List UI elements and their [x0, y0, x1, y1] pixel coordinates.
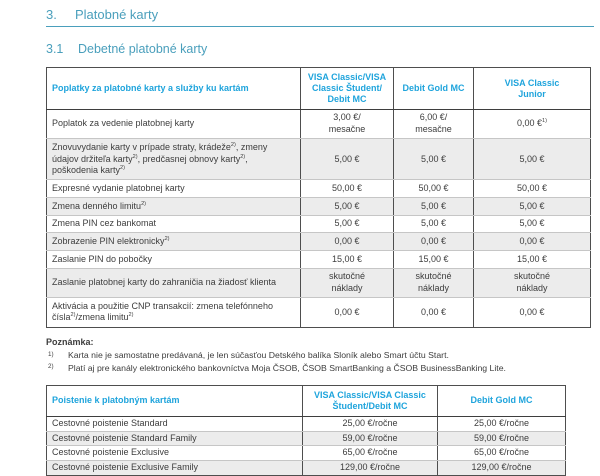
insurance-label: Cestovné poistenie Standard: [46, 416, 303, 432]
fee-value: 3,00 €/ mesačne: [300, 109, 394, 140]
section-number: 3.: [46, 7, 57, 22]
insurance-value: 25,00 €/ročne: [302, 416, 438, 432]
insurance-value: 129,00 €/ročne: [437, 460, 566, 476]
fee-value: skutočné náklady: [473, 268, 591, 299]
insurance-row: Cestovné poistenie Standard Family 59,00…: [46, 431, 566, 447]
fee-value: 5,00 €: [473, 138, 591, 181]
fee-value: 50,00 €: [473, 179, 591, 199]
fee-value: 5,00 €: [473, 215, 591, 234]
footnote-1: 1) Karta nie je samostatne predávaná, je…: [46, 350, 594, 361]
fee-label: Zaslanie PIN do pobočky: [46, 250, 301, 269]
fees-header-row: Poplatky za platobné karty a služby ku k…: [46, 67, 591, 110]
fee-row: Zaslanie platobnej karty do zahraničia n…: [46, 268, 591, 299]
footnote-text: Platí aj pre kanály elektronického banko…: [68, 362, 506, 373]
fee-value: 5,00 €: [300, 197, 394, 216]
subsection-number: 3.1: [46, 42, 64, 57]
fee-value: 0,00 €: [300, 297, 394, 328]
fee-value: 0,00 €: [393, 232, 474, 252]
fee-row: Zmena denného limitu2) 5,00 € 5,00 € 5,0…: [46, 197, 591, 216]
fee-value: 15,00 €: [300, 250, 394, 269]
fee-row: Poplatok za vedenie platobnej karty 3,00…: [46, 109, 591, 140]
insurance-value: 65,00 €/ročne: [302, 445, 438, 461]
insurance-row: Cestovné poistenie Exclusive Family 129,…: [46, 460, 566, 476]
subsection-title: Debetné platobné karty: [78, 42, 208, 57]
insurance-value: 65,00 €/ročne: [437, 445, 566, 461]
insurance-label: Cestovné poistenie Exclusive Family: [52, 461, 199, 472]
fees-header-visa-junior: VISA Classic Junior: [473, 67, 591, 110]
fee-value: 15,00 €: [473, 250, 591, 269]
insurance-value: 25,00 €/ročne: [437, 416, 566, 432]
fee-value: 0,00 €: [473, 297, 591, 328]
fee-value: 5,00 €: [393, 215, 474, 234]
insurance-value: 129,00 €/ročne: [302, 460, 438, 476]
fee-row: Zobrazenie PIN elektronicky2) 0,00 € 0,0…: [46, 232, 591, 252]
fee-row: Expresné vydanie platobnej karty 50,00 €…: [46, 179, 591, 199]
fee-label: Zmena denného limitu2): [46, 197, 301, 216]
fees-header-services: Poplatky za platobné karty a služby ku k…: [46, 67, 301, 110]
fee-value: 0,00 €: [300, 232, 394, 252]
notes-title: Poznámka:: [46, 336, 94, 347]
fee-label: Aktivácia a použitie CNP transakcií: zme…: [52, 300, 273, 323]
fee-label: Zmena PIN cez bankomat: [46, 215, 301, 234]
fee-value: skutočné náklady: [393, 268, 474, 299]
subsection-heading: 3.1 Debetné platobné karty: [46, 43, 594, 57]
insurance-header-debit-gold: Debit Gold MC: [437, 385, 566, 417]
fees-header-visa-classic: VISA Classic/VISA Classic Študent/ Debit…: [300, 67, 394, 110]
notes-section: Poznámka: 1) Karta nie je samostatne pre…: [46, 337, 594, 374]
section-title: Platobné karty: [75, 7, 159, 22]
footnote-marker: 2): [48, 363, 54, 371]
insurance-value: 59,00 €/ročne: [302, 431, 438, 447]
insurance-value: 59,00 €/ročne: [437, 431, 566, 447]
card-insurance-table: Poistenie k platobným kartám VISA Classi…: [46, 384, 566, 476]
insurance-row: Cestovné poistenie Standard 25,00 €/ročn…: [46, 416, 566, 432]
footnote-marker: 1): [48, 350, 54, 358]
fee-row: Aktivácia a použitie CNP transakcií: zme…: [47, 297, 591, 328]
card-fees-table: Poplatky za platobné karty a služby ku k…: [46, 67, 591, 328]
fee-row: Zaslanie PIN do pobočky 15,00 € 15,00 € …: [46, 250, 591, 269]
fee-value: 5,00 €: [393, 138, 474, 181]
fee-value: 50,00 €: [300, 179, 394, 199]
insurance-label: Cestovné poistenie Exclusive: [46, 445, 303, 461]
fee-label: Zaslanie platobnej karty do zahraničia n…: [46, 268, 301, 299]
insurance-row: Cestovné poistenie Exclusive 65,00 €/roč…: [46, 445, 566, 461]
fee-value: 50,00 €: [393, 179, 474, 199]
footnote-2: 2) Platí aj pre kanály elektronického ba…: [46, 363, 594, 374]
fee-value: 5,00 €: [473, 197, 591, 216]
fees-header-debit-gold: Debit Gold MC: [393, 67, 474, 110]
footnote-text: Karta nie je samostatne predávaná, je le…: [68, 350, 449, 361]
fee-row: Zmena PIN cez bankomat 5,00 € 5,00 € 5,0…: [46, 215, 591, 234]
fee-label: Poplatok za vedenie platobnej karty: [46, 109, 301, 140]
fee-value: 6,00 €/ mesačne: [393, 109, 474, 140]
fee-value: 0,00 €: [473, 232, 591, 252]
insurance-header-row: Poistenie k platobným kartám VISA Classi…: [46, 385, 566, 417]
fee-value: 0,00 €1): [473, 109, 591, 140]
fee-row: Znovuvydanie karty v prípade straty, krá…: [46, 138, 591, 181]
fee-value: 5,00 €: [300, 215, 394, 234]
fee-value: 5,00 €: [393, 197, 474, 216]
fee-value: skutočné náklady: [300, 268, 394, 299]
insurance-label: Cestovné poistenie Standard Family: [46, 431, 303, 447]
fee-label: Znovuvydanie karty v prípade straty, krá…: [46, 138, 301, 181]
fee-value: 5,00 €: [300, 138, 394, 181]
fee-label: Zobrazenie PIN elektronicky2): [46, 232, 301, 252]
insurance-header-visa-classic: VISA Classic/VISA Classic Študent/Debit …: [302, 385, 438, 417]
fee-value: 0,00 €: [393, 297, 474, 328]
insurance-header-title: Poistenie k platobným kartám: [46, 385, 303, 417]
fee-value: 15,00 €: [393, 250, 474, 269]
fee-label: Expresné vydanie platobnej karty: [46, 179, 301, 199]
section-heading: 3. Platobné karty: [46, 7, 594, 28]
